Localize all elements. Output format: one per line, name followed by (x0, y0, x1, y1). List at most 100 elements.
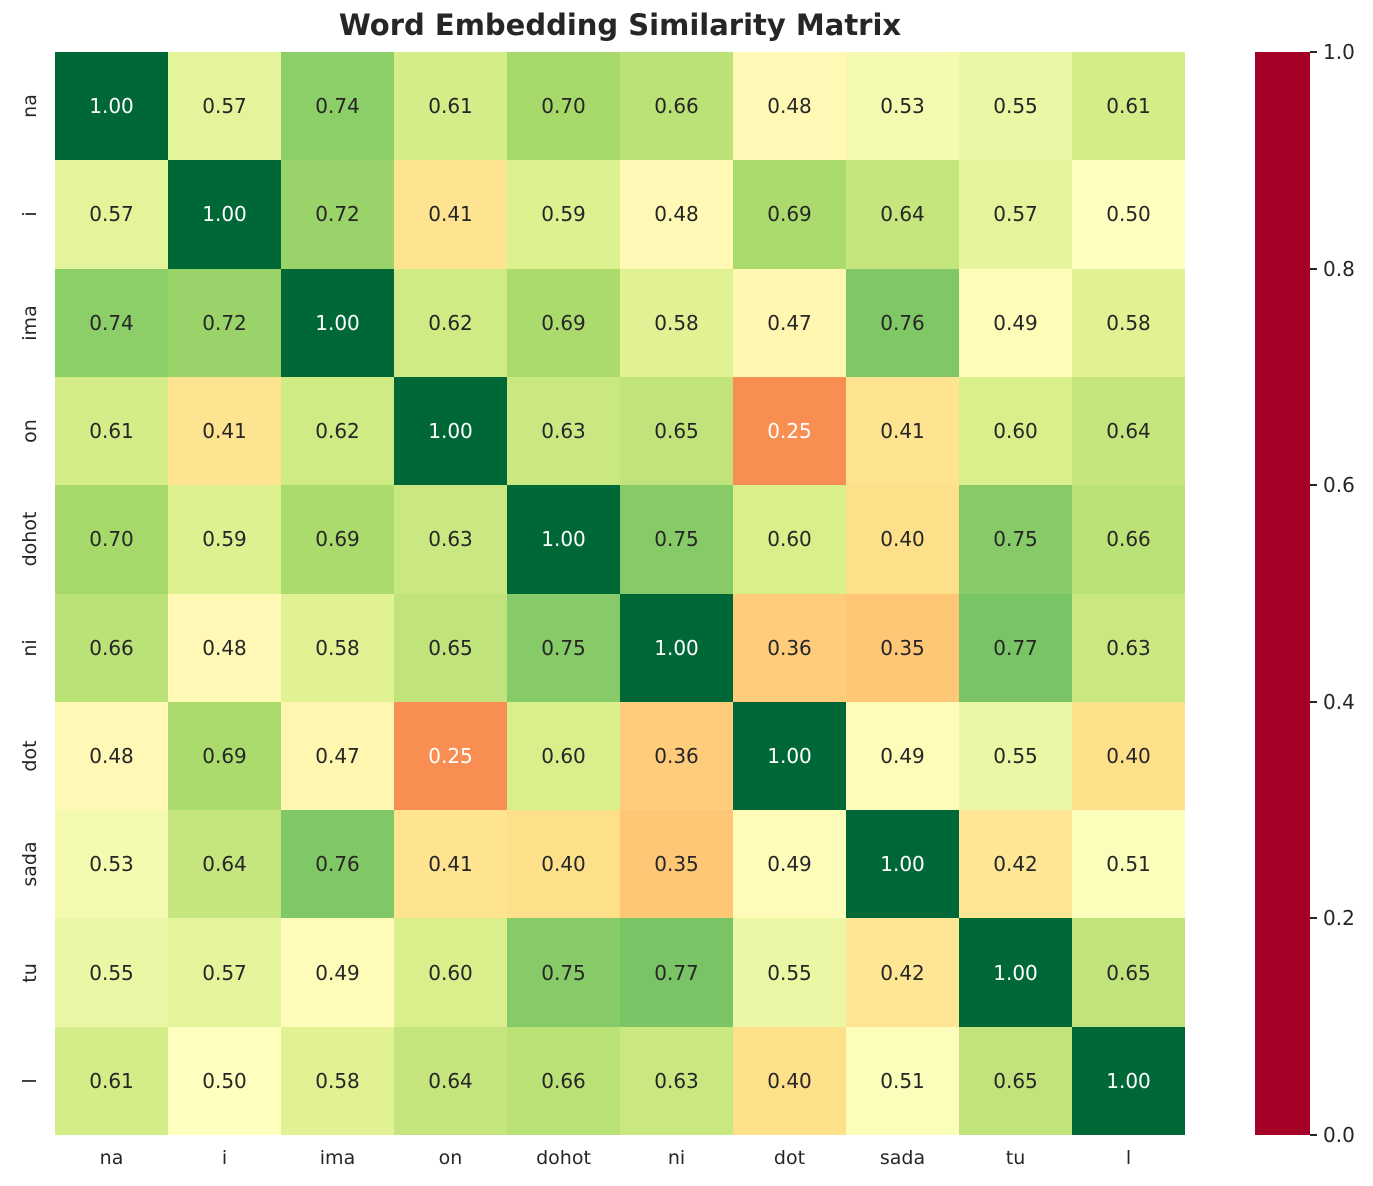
heatmap-cell: 1.00 (281, 268, 394, 377)
heatmap-cell: 0.60 (394, 918, 507, 1027)
heatmap-cell: 0.48 (733, 52, 846, 161)
heatmap-cell: 1.00 (168, 160, 281, 269)
chart-title: Word Embedding Similarity Matrix (338, 8, 902, 42)
heatmap-cell: 0.42 (846, 918, 959, 1027)
x-axis-tick-label: na (99, 1147, 124, 1169)
heatmap-cell: 0.65 (620, 376, 733, 486)
heatmap-cell: 0.41 (846, 376, 959, 486)
heatmap-cell: 0.50 (1072, 160, 1185, 269)
heatmap-cell: 1.00 (620, 593, 733, 702)
heatmap-cell: 1.00 (846, 810, 959, 919)
y-axis-tick-label: on (19, 419, 41, 443)
heatmap-cell: 0.69 (507, 268, 620, 377)
x-axis-tick-label: on (438, 1147, 463, 1169)
heatmap-cell: 0.48 (55, 701, 168, 811)
heatmap-cell: 0.55 (55, 918, 168, 1027)
heatmap-cell: 0.65 (1072, 918, 1185, 1027)
heatmap-cell: 0.41 (394, 810, 507, 919)
heatmap-cell: 0.51 (846, 1026, 959, 1135)
heatmap-cell: 0.75 (959, 485, 1072, 594)
heatmap-cell: 0.49 (281, 918, 394, 1027)
heatmap-cell: 0.66 (55, 593, 168, 702)
heatmap-cell: 0.47 (733, 268, 846, 377)
heatmap-cell: 0.64 (846, 160, 959, 269)
heatmap-cell: 0.60 (507, 701, 620, 811)
heatmap-cell: 0.55 (733, 918, 846, 1027)
colorbar-tick-mark (1310, 267, 1317, 270)
heatmap-cell: 0.72 (168, 268, 281, 377)
heatmap-cell: 0.49 (959, 268, 1072, 377)
heatmap-cell: 0.51 (1072, 810, 1185, 919)
x-axis-tick-label: i (221, 1147, 228, 1169)
heatmap-cell: 0.49 (733, 810, 846, 919)
heatmap-cell: 0.63 (620, 1026, 733, 1135)
heatmap-cell: 0.76 (281, 810, 394, 919)
heatmap-cell: 0.64 (1072, 376, 1185, 486)
colorbar-tick-label: 1.0 (1323, 40, 1355, 64)
heatmap-cell: 0.47 (281, 701, 394, 811)
heatmap-cell: 0.63 (507, 376, 620, 486)
x-axis-tick-label: ima (319, 1147, 356, 1169)
heatmap-cell: 0.48 (620, 160, 733, 269)
y-axis-tick-label: tu (19, 962, 41, 983)
heatmap-cell: 0.64 (168, 810, 281, 919)
x-axis-tick-label: sada (879, 1147, 926, 1169)
heatmap-cell: 0.61 (394, 52, 507, 161)
heatmap-cell: 0.74 (281, 52, 394, 161)
x-axis-tick-label: ni (667, 1147, 686, 1169)
heatmap-cell: 0.57 (959, 160, 1072, 269)
heatmap-cell: 0.42 (959, 810, 1072, 919)
heatmap-grid: 1.00 0.57 0.74 0.61 0.70 0.66 0.48 0.53 0.55 0.61… (55, 52, 1185, 1135)
heatmap-cell: 0.40 (507, 810, 620, 919)
heatmap-cell: 0.58 (281, 593, 394, 702)
heatmap-cell: 0.53 (55, 810, 168, 919)
heatmap-cell: 1.00 (733, 701, 846, 811)
x-axis-tick-label: tu (1005, 1147, 1026, 1169)
heatmap-cell: 0.58 (620, 268, 733, 377)
heatmap-cell: 0.60 (733, 485, 846, 594)
colorbar-tick-label: 0.2 (1323, 906, 1355, 931)
heatmap-cell: 0.57 (168, 52, 281, 161)
heatmap-cell: 1.00 (1072, 1026, 1185, 1135)
heatmap-cell: 0.66 (1072, 485, 1185, 594)
x-axis-tick-label: l (1125, 1147, 1132, 1169)
colorbar-tick-mark (1310, 700, 1317, 703)
heatmap-cell: 0.60 (959, 376, 1072, 486)
y-axis-tick-label: i (19, 211, 41, 218)
heatmap-cell: 0.75 (507, 918, 620, 1027)
heatmap-cell: 0.63 (394, 485, 507, 594)
heatmap-cell: 1.00 (959, 918, 1072, 1027)
colorbar-tick-mark (1310, 51, 1317, 53)
heatmap-cell: 0.75 (507, 593, 620, 702)
heatmap-cell: 0.69 (168, 701, 281, 811)
y-axis-tick-label: l (19, 1078, 41, 1084)
y-axis-tick-label: ni (19, 638, 41, 657)
heatmap-cell: 0.57 (168, 918, 281, 1027)
heatmap-cell: 0.65 (959, 1026, 1072, 1135)
y-axis-tick-label: na (19, 94, 41, 118)
heatmap-cell: 0.35 (846, 593, 959, 702)
heatmap-cell: 0.72 (281, 160, 394, 269)
heatmap-cell: 1.00 (394, 376, 507, 486)
heatmap-cell: 0.70 (507, 52, 620, 161)
heatmap-cell: 0.66 (620, 52, 733, 161)
y-axis-tick-label: sada (19, 841, 41, 887)
heatmap-cell: 0.57 (55, 160, 168, 269)
y-axis-tick-label: dohot (19, 511, 41, 567)
heatmap-cell: 0.66 (507, 1026, 620, 1135)
heatmap-cell: 0.25 (394, 701, 507, 811)
heatmap-cell: 0.41 (168, 376, 281, 486)
heatmap-cell: 0.63 (1072, 593, 1185, 702)
heatmap-cell: 1.00 (55, 52, 168, 161)
heatmap-cell: 0.25 (733, 376, 846, 486)
heatmap-cell: 0.69 (733, 160, 846, 269)
heatmap-cell: 0.77 (620, 918, 733, 1027)
heatmap-cell: 0.55 (959, 52, 1072, 161)
colorbar-tick-mark (1310, 1134, 1317, 1136)
heatmap-cell: 0.62 (394, 268, 507, 377)
heatmap-cell: 0.64 (394, 1026, 507, 1135)
colorbar-tick-label: 0.4 (1323, 689, 1355, 714)
heatmap-cell: 0.49 (846, 701, 959, 811)
colorbar-tick-mark (1310, 484, 1317, 487)
